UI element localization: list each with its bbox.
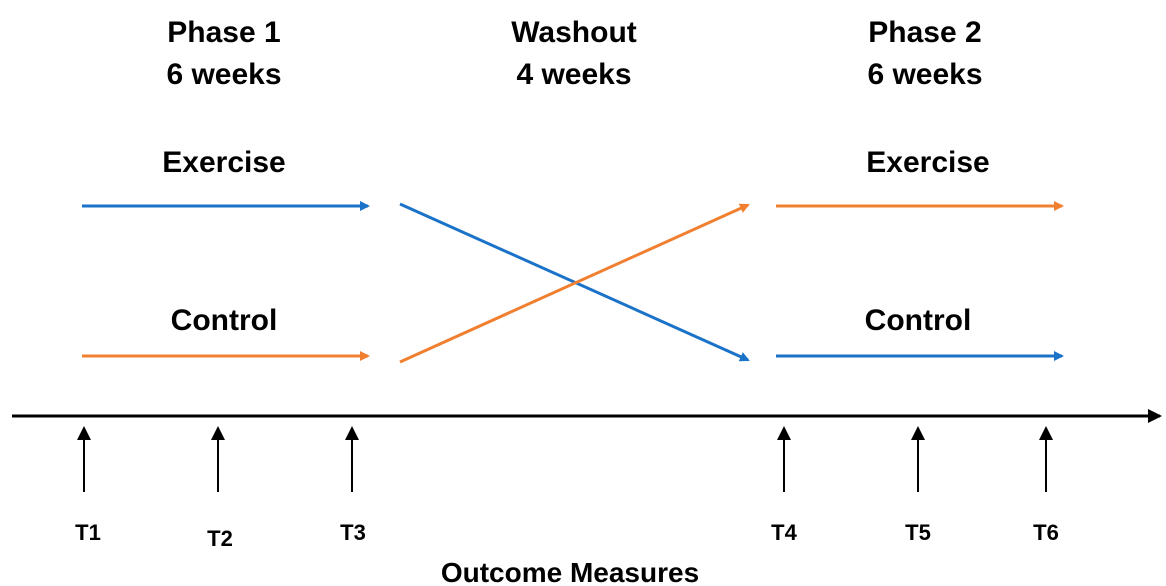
phase2-exercise-label: Exercise xyxy=(866,146,989,179)
timepoint-label-t1: T1 xyxy=(75,520,101,545)
washout-control-to-exercise-arrow xyxy=(399,203,750,364)
phase1-duration: 6 weeks xyxy=(166,58,281,91)
timepoint-label-t3: T3 xyxy=(340,520,366,545)
timepoint-label-t5: T5 xyxy=(905,520,931,545)
timepoint-label-t6: T6 xyxy=(1033,520,1059,545)
timepoint-label-t4: T4 xyxy=(771,520,797,545)
timepoint-label-t2: T2 xyxy=(207,526,233,551)
phase2-duration: 6 weeks xyxy=(867,58,982,91)
phase1-title: Phase 1 xyxy=(167,16,280,49)
washout-title: Washout xyxy=(511,16,637,49)
phase1-exercise-label: Exercise xyxy=(162,146,285,179)
phase1-control-label: Control xyxy=(171,304,278,337)
phase2-control-label: Control xyxy=(865,304,972,337)
phase2-title: Phase 2 xyxy=(868,16,981,49)
washout-duration: 4 weeks xyxy=(516,58,631,91)
axis-title: Outcome Measures xyxy=(441,557,699,586)
